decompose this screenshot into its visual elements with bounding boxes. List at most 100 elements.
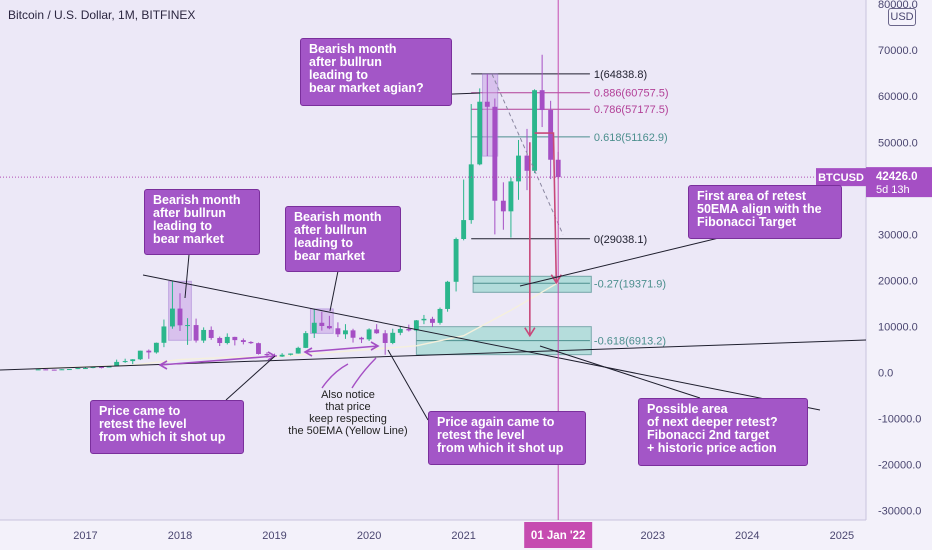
candle-body [279,354,285,357]
candle-body [437,308,443,323]
candle-body [137,350,143,360]
date-tag-bg [524,522,593,548]
candle-body [477,101,483,165]
support-arrow-2020-head-left [303,347,313,357]
callout-price-retest-2019: Price came to retest the level from whic… [90,400,244,454]
x-axis-panel [0,520,866,550]
support-arrow-2020 [304,345,379,353]
projection-arrow-1 [534,132,558,283]
candle-body [468,164,474,221]
candle-body [288,353,294,355]
candle-body [532,90,538,171]
candle-body [217,337,223,344]
candle-body [130,359,136,362]
candle-body [406,328,412,331]
fib-label--0.27: -0.27(19371.9) [594,278,666,290]
candle-body [539,90,545,111]
x-tick-label: 2024 [735,530,759,542]
candle-body [390,332,396,343]
candle-body [83,368,88,370]
y-tick-label: 0.0 [878,368,893,380]
note-arrow-left [321,363,349,389]
x-tick-label: 2017 [73,530,97,542]
candle-body [161,326,167,343]
callout-2018-bearish: Bearish month after bullrun leading to b… [144,189,260,255]
support-arrow-2020-head-right [370,341,380,351]
fib-label-0: 0(29038.1) [594,234,647,246]
candle-body [453,239,459,282]
support-trendline [0,339,867,371]
candle-body [413,320,419,331]
candle-body [508,181,514,212]
price-tag-bg [866,167,932,198]
x-tick-label: 2020 [357,530,381,542]
fib-label-0.786: 0.786(57177.5) [594,104,669,116]
candle-body [185,325,191,327]
candle-body [264,353,270,356]
fib-label-0.618: 0.618(51162.9) [594,132,668,144]
candle-body [106,366,112,368]
callout-first-retest: First area of retest 50EMA align with th… [688,185,842,239]
projection-arrowhead-2 [524,327,536,338]
candle-body [359,337,364,340]
candle-body [66,369,72,371]
y-tick-label: 50000.0 [878,137,918,149]
y-tick-label: 60000.0 [878,91,918,103]
y-tick-label: 20000.0 [878,275,918,287]
callout-pointer-4 [225,355,276,401]
candle-body [177,308,183,326]
candle-body [382,333,388,343]
candle-body [461,220,467,240]
candle-body [516,155,521,182]
callout-pointer-5 [387,349,429,421]
x-tick-label: 2025 [830,530,854,542]
symbol-tag-bg [816,168,866,187]
fib-zone-027 [472,275,592,293]
candle-body [35,369,41,371]
x-tick-label: 2023 [641,530,665,542]
candle-body [430,318,435,323]
candle-body [122,361,128,363]
candle-body [374,329,380,334]
y-tick-label: 70000.0 [878,45,918,57]
ema50-line [38,282,559,370]
symbol-tag: BTCUSD [818,172,864,184]
candle-body [169,308,175,327]
price-tag-value: 42426.0 [876,171,918,183]
candle-body [43,369,49,371]
candle-body [153,342,159,353]
note-arrow-right [351,357,377,389]
candle-body [99,367,104,369]
candle-body [350,330,356,338]
price-tag-countdown: 5d 13h [876,184,910,196]
callout-2019-bearish: Bearish month after bullrun leading to b… [285,206,401,272]
candle-body [146,350,152,353]
candle-body [59,369,65,371]
candle-body [484,101,490,107]
note-50ema: Also notice that price keep respecting t… [288,389,408,437]
candle-body [303,333,309,348]
candle-body [208,329,214,338]
x-tick-label: 2018 [168,530,192,542]
candle-body [397,328,403,333]
candle-body [75,368,81,370]
support-arrow-2018 [159,355,276,366]
callout-pointer-6 [539,345,701,399]
candle-body [548,110,554,160]
chart-title: Bitcoin / U.S. Dollar, 1M, BITFINEX [8,8,196,22]
callout-price-retest-2020: Price again came to retest the level fro… [428,411,586,465]
candle-body [256,343,261,354]
y-axis-panel [866,0,932,550]
candle-body [319,322,325,326]
candle-body [366,329,372,340]
candle-body [421,318,427,321]
currency-button[interactable]: USD [888,8,916,26]
support-arrow-2018-head-left [158,360,168,370]
candle-body [240,340,246,342]
callout-2021-bearish: Bearish month after bullrun leading to b… [300,38,452,106]
candle-body [248,341,254,344]
y-tick-label: 30000.0 [878,229,918,241]
candle-body [492,106,498,201]
